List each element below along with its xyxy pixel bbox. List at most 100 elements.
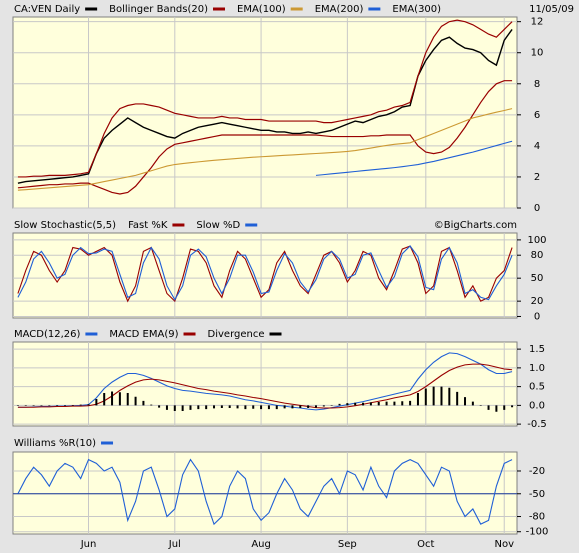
y-tick-label: 1.0 [529,363,545,374]
x-tick-label: Jul [168,539,181,550]
y-tick-label: -80 [529,512,545,523]
legend-swatch [183,332,196,336]
bar [416,393,419,406]
bar [205,405,208,410]
bar [79,404,82,406]
x-tick-label: Nov [494,539,514,550]
legend-label: EMA(200) [315,4,364,15]
bar [314,405,317,408]
bar [511,405,514,408]
bar [142,400,145,406]
bar [322,405,325,407]
plot-area [12,232,518,319]
legend-swatch [290,7,303,11]
bar [118,392,121,406]
series-line [315,140,513,176]
legend-swatch [101,441,114,445]
bar [299,405,302,408]
y-tick-label: 0.5 [529,382,545,393]
legend-label: Divergence [208,329,265,340]
legend-swatch [245,223,258,227]
x-tick-label: Jun [80,539,97,550]
bar [63,405,66,406]
source: ©BigCharts.com [434,220,517,231]
legend-swatch [269,332,282,336]
bar [346,403,349,406]
bar [103,393,106,406]
legend-label: Slow %D [196,220,240,231]
y-tick-label: 20 [531,296,544,307]
y-tick-label: 12 [531,17,544,28]
plot-area [12,451,518,535]
bar [197,405,200,410]
bar [283,405,286,409]
bar [267,405,270,410]
bar [150,404,153,406]
bar [307,405,310,408]
bar [440,386,443,406]
bar [354,402,357,406]
series-line [17,458,513,526]
bar [369,402,372,406]
bar [362,402,365,406]
y-tick-label: 6 [534,110,540,121]
y-tick-label: 4 [534,141,540,152]
y-tick-label: 80 [531,250,544,261]
bar [220,405,223,408]
legend-label: Williams %R(10) [14,438,96,449]
bar [338,403,341,406]
bar [448,387,451,406]
series-line [17,108,513,191]
bar [32,405,35,406]
y-tick-label: 0.0 [529,400,545,411]
y-tick-label: 2 [534,172,540,183]
bar [393,401,396,406]
bar [228,405,231,408]
legend-label: EMA(100) [237,4,286,15]
bar [424,388,427,406]
legend-label: Fast %K [128,220,168,231]
series-line [17,19,513,178]
bar [503,405,506,410]
legend-swatch [85,332,98,336]
series-line [17,352,513,411]
y-tick-label: -0.5 [527,419,547,430]
bar [173,405,176,411]
x-tick-label: Aug [251,539,271,550]
bar [24,405,27,406]
bar [134,396,137,406]
bar [126,393,129,406]
bar [409,400,412,406]
legend-label: Bollinger Bands(20) [109,4,208,15]
legend-swatch [213,7,225,11]
bar [165,405,168,410]
panel-title: Slow Stochastic(5,5) [14,220,116,231]
y-tick-label: -100 [526,527,549,538]
y-tick-label: -20 [529,466,545,477]
bar [87,404,90,406]
bar [213,405,216,409]
plot-area [12,16,518,209]
bar [244,405,247,410]
bar [291,405,294,409]
legend-label: EMA(300) [392,4,441,15]
series-line [17,245,513,303]
y-tick-label: 1.5 [529,344,545,355]
y-tick-label: 100 [527,235,546,246]
y-tick-label: 0 [534,311,540,322]
y-tick-label: 0 [534,203,540,214]
series-line [17,29,513,184]
bar [16,405,19,406]
bar [260,405,263,410]
bar [385,401,388,406]
bar [377,402,380,406]
y-tick-label: 50 [531,273,544,284]
bar [236,405,239,409]
legend-label: CA:VEN Daily [14,4,80,15]
y-tick-label: -50 [529,489,545,500]
bar [111,391,114,406]
x-tick-label: Oct [417,539,434,550]
bar [158,405,161,408]
legend-swatch [172,223,185,227]
